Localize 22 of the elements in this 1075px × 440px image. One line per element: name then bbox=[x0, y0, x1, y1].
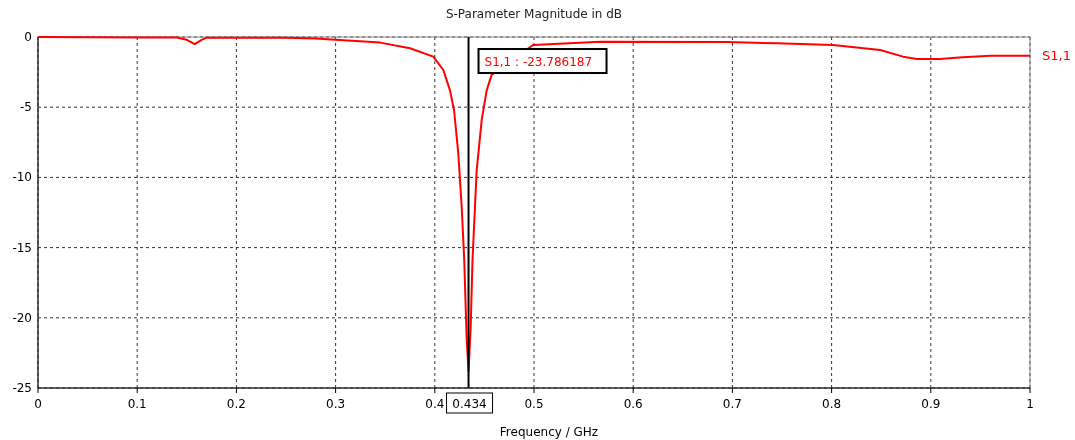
x-tick-label: 0.7 bbox=[722, 397, 742, 411]
annotation: S1,1 : -23.786187 bbox=[484, 55, 593, 69]
x-tick-label: 0.2 bbox=[226, 397, 246, 411]
x-tick-label: 0.8 bbox=[822, 397, 842, 411]
x-tick-label: 0 bbox=[34, 397, 42, 411]
series-label: S1,1 bbox=[1042, 47, 1071, 63]
y-tick-label: 0 bbox=[24, 30, 32, 44]
x-tick-label: 0.5 bbox=[524, 397, 544, 411]
ref-line-label: 0.434 bbox=[452, 397, 487, 411]
y-tick-label: -10 bbox=[12, 170, 32, 185]
chart-title: S-Parameter Magnitude in dB bbox=[445, 7, 623, 21]
x-axis-title: Frequency / GHz bbox=[499, 425, 599, 439]
y-tick-label: -25 bbox=[12, 381, 32, 395]
y-tick-label: -15 bbox=[12, 240, 32, 255]
x-tick-label: 0.3 bbox=[326, 397, 346, 411]
x-tick-label: 0.4 bbox=[425, 397, 445, 411]
y-tick-label: -20 bbox=[12, 310, 32, 325]
x-tick-label: 1 bbox=[1026, 397, 1034, 411]
x-tick-label: 0.6 bbox=[623, 397, 643, 411]
y-tick-label: -5 bbox=[20, 100, 32, 115]
x-tick-label: 0.1 bbox=[127, 397, 147, 411]
x-tick-label: 0.9 bbox=[921, 397, 941, 411]
